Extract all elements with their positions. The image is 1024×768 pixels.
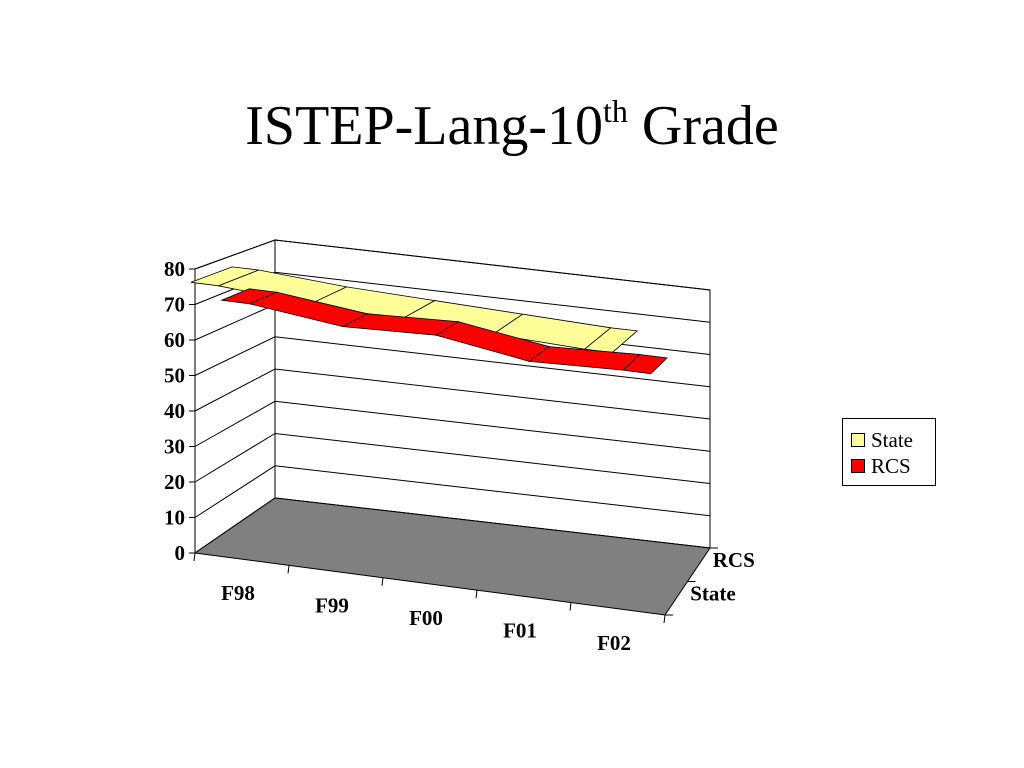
y-tick-label: 30 [164,435,185,459]
legend-swatch-rcs [851,459,865,473]
ribbon-cap [220,288,278,305]
x-tick-mark [193,552,196,562]
gridline [194,432,711,484]
legend-swatch-state [851,433,865,447]
ribbon-cap [621,354,668,375]
chart-series [190,266,668,375]
x-tick-mark [663,614,666,624]
x-tick-mark [287,565,290,574]
x-tick-mark [475,590,478,599]
title-superscript: th [603,93,628,129]
gridline [194,400,711,452]
x-tick-label: F01 [503,618,537,642]
gridline [194,239,711,291]
y-tick-label: 50 [164,364,185,388]
x-tick-label: F98 [221,581,255,605]
y-tick-label: 10 [164,506,185,530]
gridline [194,465,711,518]
y-tick-label: 20 [164,470,185,494]
slide-title: ISTEP-Lang-10th Grade [0,93,1024,158]
x-tick-mark [569,602,572,611]
y-tick-label: 80 [164,257,185,281]
y-tick-label: 40 [164,399,185,423]
gridline [194,368,711,420]
depth-tick-label: RCS [713,548,755,572]
ribbon-cap [190,266,259,287]
title-main: ISTEP-Lang-10 [245,95,603,157]
chart-tick-labels: 0 10 20 30 40 50 60 70 80 F98 F99 F00 F01 F02 RCS State [164,257,755,655]
gridline [194,271,711,323]
series-state [190,266,639,354]
x-tick-label: F02 [597,631,631,655]
legend: State RCS [842,418,936,486]
gridline [194,336,711,388]
y-tick-label: 70 [164,293,185,317]
depth-tick-label: State [690,581,736,605]
x-tick-label: F00 [409,606,443,630]
y-tick-label: 0 [175,541,186,565]
legend-label-rcs: RCS [871,453,911,478]
legend-item-rcs: RCS [851,453,935,479]
x-tick-mark [381,577,384,586]
x-tick-label: F99 [315,594,349,618]
title-rest: Grade [627,95,779,157]
y-tick-label: 60 [164,328,185,352]
legend-label-state: State [871,427,913,452]
series-rcs [220,288,668,375]
legend-item-state: State [851,427,935,453]
